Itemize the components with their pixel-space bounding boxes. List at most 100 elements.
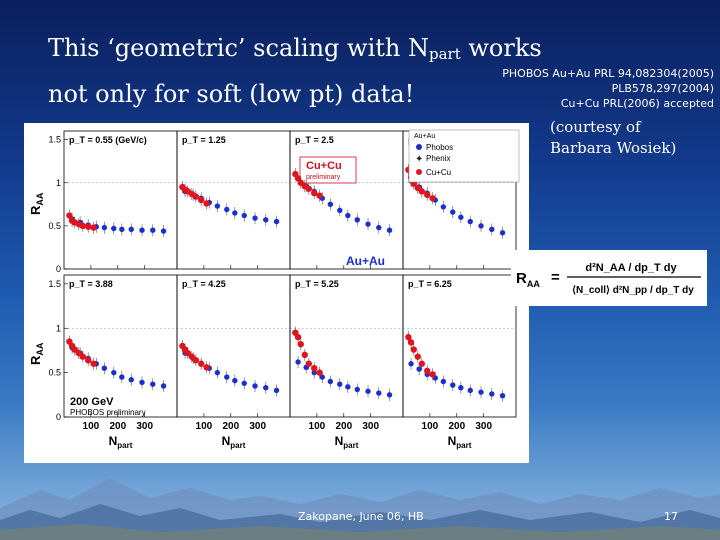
x-tick-label: 300 (136, 421, 153, 432)
phobos-point (408, 361, 414, 367)
phobos-point (101, 365, 108, 371)
y-tick-label: 0.5 (48, 221, 61, 231)
phobos-point (386, 227, 393, 233)
phobos-point (160, 383, 167, 389)
formula-equals: = (551, 269, 560, 286)
pt-label: p_T = 0.55 (GeV/c) (69, 135, 147, 145)
raa-figure: RAA RAA p_T = 0.55 (GeV/c) 0 0.5 1 1.5 p_T = … (24, 123, 529, 463)
footer-location: Zakopane, June 06, HB (298, 510, 424, 523)
x-axis-label: Npart (222, 434, 246, 450)
cucu-point (305, 185, 313, 192)
panel-grid: p_T = 0.55 (GeV/c) 0 0.5 1 1.5 p_T = 1.25 p_T … (48, 130, 517, 450)
x-tick-label: 200 (448, 421, 465, 432)
cucu-point (424, 191, 431, 199)
legend-title: Au+Au (414, 133, 435, 140)
phobos-point (327, 378, 334, 385)
phobos-point (241, 380, 247, 386)
phobos-point (489, 226, 495, 233)
phobos-point (224, 374, 230, 380)
pt-label: p_T = 5.25 (295, 279, 339, 289)
phobos-point (139, 227, 145, 233)
phobos-point (376, 224, 382, 231)
formula-denominator: ⟨N_coll⟩ d²N_pp / dp_T dy (572, 285, 694, 296)
phobos-point (416, 366, 422, 372)
x-tick-label: 300 (475, 421, 492, 432)
panel-frame (176, 130, 291, 270)
y-tick-label: 0 (56, 264, 61, 274)
phobos-point (160, 228, 167, 234)
cucu-tag: Cu+Cu (306, 160, 342, 172)
cucu-point (203, 200, 210, 207)
legend-marker-cucu (416, 169, 422, 175)
phobos-point (499, 393, 506, 399)
phobos-point (241, 212, 247, 219)
title-line-1: This ‘geometric’ scaling with Npart work… (48, 34, 542, 63)
phobos-point (232, 377, 238, 384)
phobos-point (214, 369, 221, 376)
phobos-point (337, 207, 343, 214)
cucu-point (192, 193, 200, 200)
phobos-point (440, 204, 447, 210)
legend-box (408, 129, 520, 183)
legend-marker-phobos (416, 144, 422, 150)
phobos-point (458, 214, 464, 220)
title-line-2: not only for soft (low pt) data! (48, 80, 415, 108)
phobos-point (232, 210, 238, 216)
cucu-point (414, 353, 421, 360)
y-tick-label: 1 (56, 323, 61, 333)
cucu-point (410, 346, 417, 353)
cucu-point (198, 196, 205, 204)
cucu-point (79, 353, 87, 360)
cucu-point (85, 223, 92, 230)
x-tick-label: 100 (309, 421, 326, 432)
pt-label: p_T = 2.5 (295, 135, 334, 145)
legend-marker-phenix: ✦ (415, 154, 423, 165)
experiment-label: PHOBOS preliminary (70, 408, 146, 417)
cucu-point (297, 341, 304, 348)
phobos-point (319, 374, 325, 380)
phobos-point (386, 392, 393, 398)
raa-formula-svg: RAA = d²N_AA / dp_T dy ⟨N_coll⟩ d²N_pp /… (516, 262, 701, 296)
cucu-point (429, 195, 436, 202)
panel-frame (176, 274, 291, 418)
phobos-point (354, 386, 360, 393)
page-number: 17 (664, 510, 678, 523)
phobos-point (440, 378, 447, 385)
phobos-point (467, 218, 473, 225)
slide-title: This ‘geometric’ scaling with Npart work… (48, 28, 548, 114)
legend-item-phenix: Phenix (426, 154, 450, 163)
phobos-point (478, 389, 484, 395)
phobos-point (119, 374, 125, 380)
phobos-point (214, 203, 221, 209)
x-axis-label: Npart (448, 434, 472, 450)
phobos-point (295, 359, 301, 365)
panel-frame (402, 274, 517, 418)
reference-item: Cu+Cu PRL(2006) accepted (560, 97, 714, 110)
phobos-point (252, 215, 258, 221)
phobos-point (150, 381, 156, 387)
phobos-point (128, 377, 134, 383)
x-tick-label: 200 (335, 421, 352, 432)
phobos-point (345, 384, 351, 390)
y-tick-label: 0.5 (48, 368, 61, 378)
cucu-point (418, 188, 426, 195)
phobos-point (365, 388, 371, 394)
phobos-point (450, 382, 456, 388)
mountain-landscape (0, 478, 720, 540)
phobos-point (337, 381, 343, 387)
legend-item-cucu: Cu+Cu (426, 168, 451, 177)
cucu-point (90, 360, 97, 367)
reference-item: PHOBOS Au+Au PRL 94,082304(2005) (502, 67, 714, 80)
cucu-point (203, 364, 210, 371)
courtesy-note: (courtesy of Barbara Wosiek) (550, 117, 676, 159)
raa-figure-svg: RAA RAA p_T = 0.55 (GeV/c)00.511.5 p_T = … (28, 129, 520, 450)
phobos-point (111, 225, 117, 232)
cucu-point (66, 212, 73, 219)
auau-tag: Au+Au (346, 254, 385, 268)
phobos-point (224, 206, 230, 213)
phobos-point (252, 383, 258, 389)
panel-frame (289, 130, 404, 270)
x-tick-label: 100 (422, 421, 439, 432)
x-tick-label: 300 (362, 421, 379, 432)
phobos-point (263, 385, 269, 391)
